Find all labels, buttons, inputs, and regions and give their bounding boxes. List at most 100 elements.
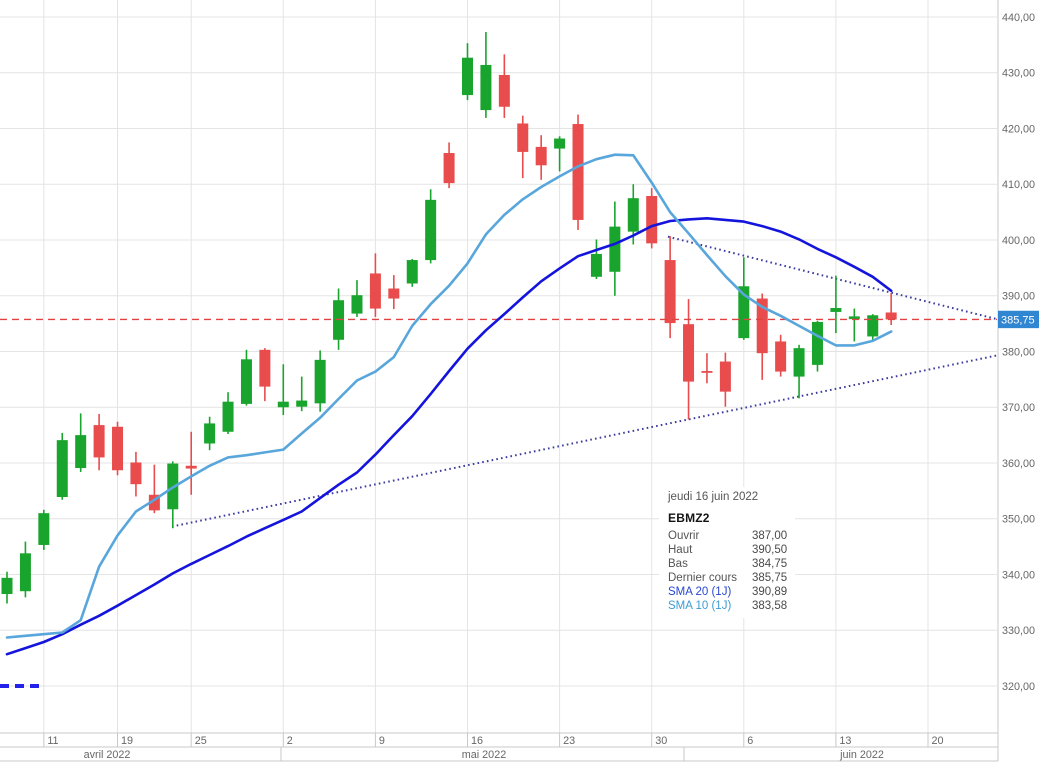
candle-up[interactable] — [19, 541, 31, 598]
candle-down[interactable] — [517, 115, 529, 179]
candle-up[interactable] — [56, 432, 68, 500]
trendline-ascending-support[interactable] — [171, 354, 998, 528]
candle-up[interactable] — [609, 201, 621, 296]
candle-up[interactable] — [38, 509, 50, 550]
tooltip-row: Haut 390,50 — [668, 543, 787, 557]
candle-body — [369, 273, 381, 309]
sma-10-line[interactable] — [5, 153, 893, 639]
candle-body — [867, 315, 879, 337]
candle-body — [738, 286, 750, 339]
candle-up[interactable] — [406, 258, 418, 287]
candle-body — [351, 295, 363, 314]
candle-up[interactable] — [848, 308, 860, 342]
candle-body — [75, 435, 87, 469]
candle-down[interactable] — [148, 464, 160, 514]
candle-body — [259, 349, 271, 387]
candle-down[interactable] — [719, 352, 731, 407]
y-axis-label: 380,00 — [1002, 346, 1035, 358]
candle-up[interactable] — [351, 280, 363, 317]
tooltip-row-label: Dernier cours — [668, 572, 738, 584]
candle-down[interactable] — [701, 353, 713, 384]
candle-down[interactable] — [388, 275, 400, 310]
candle-down[interactable] — [535, 135, 547, 180]
trendline-descending-resistance[interactable] — [667, 235, 998, 321]
candle-down[interactable] — [93, 413, 105, 471]
candle-down[interactable] — [885, 292, 897, 326]
candle-up[interactable] — [554, 136, 566, 172]
candle-up[interactable] — [830, 275, 842, 334]
candle-body — [185, 465, 197, 469]
candle-up[interactable] — [277, 364, 289, 416]
candle-body — [480, 64, 492, 111]
candle-down[interactable] — [443, 142, 455, 189]
x-axis-tick-label: 19 — [121, 735, 133, 747]
candle-down[interactable] — [259, 348, 271, 402]
candle-up[interactable] — [240, 349, 252, 406]
candle-down[interactable] — [775, 334, 787, 377]
tooltip-row-value: 384,75 — [752, 558, 788, 570]
y-axis-label: 440,00 — [1002, 12, 1035, 24]
candle-body — [811, 321, 823, 365]
candle-body — [627, 198, 639, 232]
candle-up[interactable] — [204, 416, 216, 451]
candle-up[interactable] — [296, 376, 308, 412]
candle-down[interactable] — [664, 236, 676, 339]
grid-layer — [0, 0, 997, 733]
candle-body — [848, 316, 860, 320]
candle-up[interactable] — [867, 314, 879, 342]
candle-down[interactable] — [683, 299, 695, 420]
x-axis-tick-label: 30 — [655, 735, 667, 747]
y-axis-label: 330,00 — [1002, 625, 1035, 637]
candle-up[interactable] — [314, 350, 326, 412]
candle-up[interactable] — [811, 320, 823, 372]
candle-body — [148, 494, 160, 511]
candle-down[interactable] — [646, 188, 658, 249]
candle-up[interactable] — [738, 257, 750, 340]
candle-body — [277, 401, 289, 408]
month-label: juin 2022 — [839, 749, 884, 761]
y-axis-label: 400,00 — [1002, 235, 1035, 247]
month-label: avril 2022 — [84, 749, 131, 761]
candle-up[interactable] — [462, 43, 473, 101]
candle-up[interactable] — [425, 189, 437, 264]
candle-up[interactable] — [75, 413, 87, 472]
candle-up[interactable] — [590, 239, 602, 280]
last-price-label-bg — [998, 310, 1039, 329]
candle-down[interactable] — [130, 451, 142, 497]
month-label: mai 2022 — [462, 749, 506, 761]
y-axis-label: 360,00 — [1002, 458, 1035, 470]
candle-body — [19, 553, 31, 592]
x-axis-tick-label: 16 — [471, 735, 483, 747]
tooltip-row-label: SMA 20 (1J) — [668, 586, 732, 598]
candle-down[interactable] — [369, 253, 381, 317]
tooltip-date: jeudi 16 juin 2022 — [668, 491, 759, 503]
candle-up[interactable] — [167, 461, 179, 529]
candle-up[interactable] — [222, 392, 234, 435]
last-price-label: 385,75 — [998, 310, 1039, 329]
candle-down[interactable] — [185, 431, 197, 495]
candle-body — [1, 577, 13, 595]
y-axis-label: 430,00 — [1002, 68, 1035, 80]
candle-down[interactable] — [112, 421, 124, 476]
candle-body — [830, 308, 842, 312]
tooltip-row: SMA 20 (1J) 390,89 — [668, 585, 787, 599]
candle-body — [572, 124, 584, 220]
candle-up[interactable] — [480, 32, 492, 118]
candle-up[interactable] — [793, 344, 805, 399]
candle-body — [314, 359, 326, 404]
y-axis-label: 420,00 — [1002, 123, 1035, 135]
candle-body — [443, 153, 455, 184]
tooltip-row: SMA 10 (1J) 383,58 — [668, 599, 787, 613]
tooltip-row: Bas 384,75 — [668, 557, 787, 571]
tooltip-row-label: SMA 10 (1J) — [668, 600, 732, 612]
x-axis-tick-label: 23 — [563, 735, 575, 747]
sma-20-line[interactable] — [5, 217, 893, 656]
tooltip-row: Dernier cours 385,75 — [668, 571, 787, 585]
candle-up[interactable] — [1, 571, 13, 604]
candle-body — [609, 226, 621, 272]
candle-down[interactable] — [572, 114, 584, 230]
axis-frame — [0, 0, 999, 762]
candle-down[interactable] — [498, 54, 510, 118]
